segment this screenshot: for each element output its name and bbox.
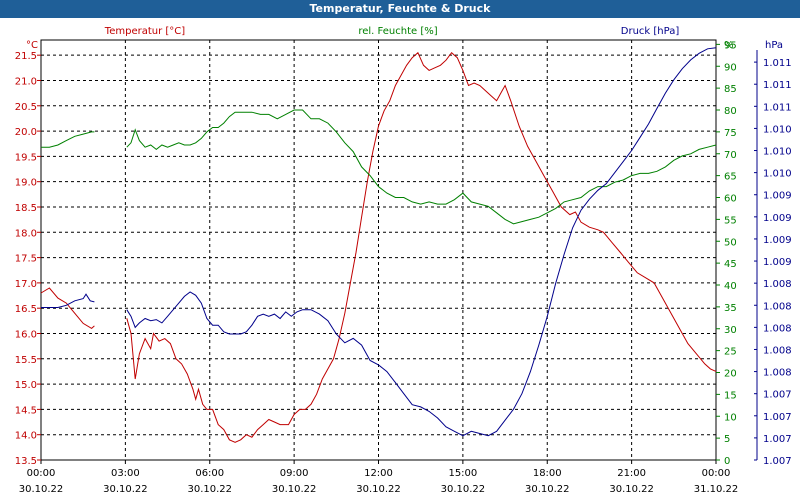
pressure-tick-label: 1.011 (763, 80, 792, 91)
pressure-tick-label: 1.010 (763, 124, 792, 135)
humidity-unit: % (724, 40, 734, 51)
humidity-tick-label: 85 (724, 84, 737, 95)
pressure-tick-label: 1.007 (763, 412, 792, 423)
temperature-tick-label: 14.5 (15, 405, 37, 416)
temperature-tick-label: 17.0 (15, 279, 37, 290)
humidity-tick-label: 10 (724, 412, 737, 423)
humidity-tick-label: 90 (724, 62, 737, 73)
temperature-axis-label: Temperatur [°C] (104, 26, 185, 37)
x-tick-label-time: 12:00 (364, 468, 393, 479)
humidity-tick-label: 25 (724, 347, 737, 358)
temperature-tick-label: 20.5 (15, 102, 37, 113)
x-tick-label-date: 30.10.22 (19, 484, 64, 495)
humidity-tick-label: 75 (724, 128, 737, 139)
temperature-tick-label: 15.0 (15, 380, 37, 391)
pressure-axis-label: Druck [hPa] (621, 26, 680, 37)
x-tick-label-time: 00:00 (27, 468, 56, 479)
pressure-tick-label: 1.010 (763, 169, 792, 180)
humidity-tick-label: 50 (724, 237, 737, 248)
temperature-tick-label: 18.0 (15, 228, 37, 239)
temperature-tick-label: 21.5 (15, 51, 37, 62)
x-tick-label-date: 30.10.22 (441, 484, 486, 495)
humidity-tick-label: 15 (724, 390, 737, 401)
humidity-tick-label: 60 (724, 194, 737, 205)
pressure-tick-label: 1.008 (763, 323, 792, 334)
temperature-tick-label: 16.5 (15, 304, 37, 315)
pressure-tick-label: 1.009 (763, 191, 792, 202)
pressure-series-line (126, 47, 717, 437)
x-tick-label-time: 09:00 (280, 468, 309, 479)
x-tick-label-date: 30.10.22 (525, 484, 570, 495)
temperature-tick-label: 21.0 (15, 76, 37, 87)
x-tick-label-time: 15:00 (448, 468, 477, 479)
temperature-tick-label: 19.5 (15, 152, 37, 163)
pressure-tick-label: 1.008 (763, 301, 792, 312)
humidity-tick-label: 40 (724, 281, 737, 292)
pressure-tick-label: 1.009 (763, 257, 792, 268)
humidity-series-line (126, 109, 717, 225)
pressure-tick-label: 1.011 (763, 102, 792, 113)
temperature-tick-label: 19.0 (15, 178, 37, 189)
line-chart: 00:00 30.10.22 03:00 30.10.22 06:00 30.10.22 0… (15, 26, 792, 495)
pressure-tick-label: 1.009 (763, 235, 792, 246)
humidity-tick-label: 45 (724, 259, 737, 270)
humidity-tick-label: 35 (724, 303, 737, 314)
temperature-series-line (40, 287, 95, 330)
pressure-tick-label: 1.007 (763, 390, 792, 401)
x-tick-label-time: 21:00 (617, 468, 646, 479)
x-tick-label-time: 00:00 (702, 468, 731, 479)
temperature-tick-label: 16.0 (15, 329, 37, 340)
humidity-tick-label: 55 (724, 215, 737, 226)
humidity-tick-label: 5 (724, 434, 730, 445)
temperature-unit: °C (26, 40, 38, 51)
humidity-tick-label: 20 (724, 369, 737, 380)
pressure-tick-label: 1.011 (763, 58, 792, 69)
humidity-series-line (41, 131, 95, 148)
pressure-tick-label: 1.007 (763, 456, 792, 467)
x-tick-label-date: 31.10.22 (694, 484, 739, 495)
pressure-tick-label: 1.010 (763, 147, 792, 158)
temperature-tick-label: 15.5 (15, 355, 37, 366)
temperature-tick-label: 13.5 (15, 456, 37, 467)
x-tick-label-date: 30.10.22 (609, 484, 654, 495)
temperature-tick-label: 20.0 (15, 127, 37, 138)
humidity-tick-label: 30 (724, 325, 737, 336)
pressure-tick-label: 1.009 (763, 213, 792, 224)
pressure-tick-label: 1.008 (763, 279, 792, 290)
pressure-tick-label: 1.008 (763, 368, 792, 379)
humidity-tick-label: 80 (724, 106, 737, 117)
pressure-unit: hPa (765, 40, 783, 51)
temperature-series-line (126, 51, 717, 443)
temperature-tick-label: 17.5 (15, 254, 37, 265)
x-tick-label-time: 06:00 (195, 468, 224, 479)
pressure-series-line (41, 293, 95, 308)
x-tick-label-date: 30.10.22 (187, 484, 232, 495)
x-tick-label-time: 03:00 (111, 468, 140, 479)
window-title: Temperatur, Feuchte & Druck (0, 0, 800, 18)
humidity-tick-label: 95 (724, 40, 737, 51)
x-tick-label-time: 18:00 (533, 468, 562, 479)
humidity-tick-label: 65 (724, 172, 737, 183)
x-tick-label-date: 30.10.22 (272, 484, 317, 495)
x-tick-label-date: 30.10.22 (356, 484, 401, 495)
humidity-tick-label: 0 (724, 456, 730, 467)
pressure-tick-label: 1.007 (763, 434, 792, 445)
x-tick-label-date: 30.10.22 (103, 484, 148, 495)
temperature-tick-label: 14.0 (15, 431, 37, 442)
humidity-axis-label: rel. Feuchte [%] (358, 26, 437, 37)
temperature-tick-label: 18.5 (15, 203, 37, 214)
humidity-tick-label: 70 (724, 150, 737, 161)
pressure-tick-label: 1.008 (763, 345, 792, 356)
